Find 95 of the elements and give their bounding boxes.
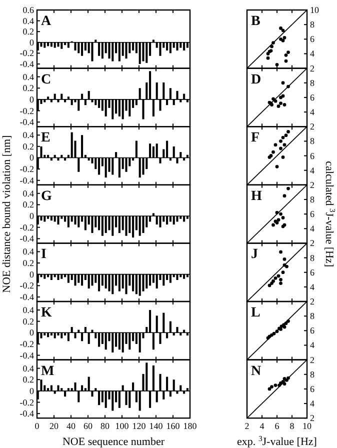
y-tick-label: 4 — [310, 282, 315, 292]
y-tick-label: 4 — [310, 224, 315, 234]
x-tick-label: 20 — [50, 421, 59, 432]
y-tick-label: 0.4 — [22, 304, 34, 315]
y-tick-label: 8 — [310, 311, 315, 322]
y-tick-label: 0.4 — [22, 188, 34, 198]
chart-title: J — [251, 247, 258, 262]
y-tick-label: 6 — [310, 384, 315, 394]
y-tick-label: 0 — [30, 328, 34, 338]
x-axis-title: exp. $^{3}$J-value [Hz] — [237, 434, 317, 448]
y-tick-label: 6 — [310, 209, 315, 220]
x-tick-label: 80 — [100, 421, 110, 432]
chart-title: A — [41, 14, 52, 29]
y-tick-label: 0.4 — [22, 16, 34, 26]
y-tick-label: -0.4 — [20, 408, 34, 419]
chart-title: C — [41, 72, 52, 88]
chart-title: L — [251, 306, 260, 320]
y-tick-label: -0.4 — [20, 234, 34, 244]
y-tick-label: 10 — [310, 5, 320, 15]
y-tick-label: 4 — [310, 165, 315, 176]
y-tick-label: 0 — [30, 386, 34, 396]
x-tick-label: 4 — [260, 421, 265, 432]
y-tick-label: 4 — [310, 340, 315, 350]
y-tick-label: 0.2 — [22, 141, 34, 152]
y-tick-label: 0 — [30, 94, 34, 104]
y-tick-label: 6 — [310, 150, 315, 161]
y-tick-label: 2 — [310, 122, 314, 132]
y-tick-label: 0.4 — [22, 363, 34, 374]
y-tick-label: 0.6 — [22, 5, 34, 15]
y-tick-label: -0.4 — [20, 58, 34, 69]
y-tick-label: 8 — [310, 252, 315, 263]
y-tick-label: 8 — [310, 369, 315, 380]
y-tick-label: 4 — [310, 48, 315, 59]
y-tick-label: 0.2 — [22, 26, 34, 37]
y-tick-label: -0.2 — [20, 106, 34, 116]
y-tick-label: -0.2 — [20, 397, 34, 408]
chart-title: F — [251, 130, 260, 146]
x-tick-label: 140 — [149, 421, 164, 432]
y-tick-label: 2 — [310, 354, 314, 365]
x-tick-label: 60 — [84, 421, 93, 432]
x-tick-label: 120 — [132, 421, 146, 432]
y-tick-label: 2 — [310, 413, 314, 424]
y-tick-label: 0.2 — [22, 258, 34, 268]
x-axis-title: NOE sequence number — [62, 436, 165, 448]
chart-title: I — [41, 247, 46, 262]
chart-title: H — [251, 188, 262, 204]
y-tick-label: -0.4 — [20, 350, 34, 360]
y-tick-label: 0.2 — [22, 200, 34, 210]
y-tick-label: 8 — [310, 78, 315, 88]
y-tick-label: -0.2 — [20, 164, 34, 174]
y-tick-label: -0.2 — [20, 222, 34, 232]
y-tick-label: 6 — [310, 34, 315, 44]
y-tick-label: 0.2 — [22, 374, 34, 385]
y-tick-label: 4 — [310, 398, 315, 409]
x-tick-label: 2 — [244, 421, 250, 432]
y-tick-label: 8 — [310, 136, 315, 146]
x-tick-label: 6 — [274, 421, 280, 432]
y-tick-label: 2 — [310, 296, 314, 306]
y-tick-label: -0.4 — [20, 117, 34, 128]
y-tick-label: -0.2 — [20, 280, 34, 291]
chart-title: N — [251, 364, 262, 379]
y-tick-label: 2 — [310, 180, 314, 190]
y-axis-title: NOE distance bound violation [nm] — [1, 135, 13, 293]
y-tick-label: -0.2 — [20, 338, 34, 349]
y-tick-label: 0 — [30, 269, 34, 280]
y-tick-label: 0.4 — [22, 246, 34, 257]
y-tick-label: -0.2 — [20, 48, 34, 58]
x-tick-label: 180 — [183, 421, 198, 432]
y-tick-label: 6 — [310, 267, 315, 278]
x-tick-label: 160 — [166, 421, 180, 432]
x-tick-label: 100 — [115, 421, 130, 432]
chart-title: B — [251, 14, 260, 29]
y-tick-label: 4 — [310, 107, 315, 118]
chart-title: D — [251, 72, 262, 88]
y-tick-label: 0.4 — [22, 130, 34, 140]
y-tick-label: 0 — [30, 152, 34, 163]
y-tick-label: 6 — [310, 92, 315, 102]
chart-title: M — [41, 364, 54, 379]
y-tick-label: -0.4 — [20, 292, 34, 302]
y-tick-label: 0 — [30, 37, 34, 48]
y-tick-label: 2 — [310, 63, 314, 74]
y-tick-label: 8 — [310, 194, 315, 204]
chart-title: K — [41, 306, 52, 320]
y-tick-label: 2 — [310, 238, 314, 248]
y-tick-label: 0.4 — [22, 72, 34, 82]
y-tick-label: 0 — [30, 211, 34, 222]
chart-title: G — [41, 188, 52, 204]
y-tick-label: 0.2 — [22, 316, 34, 326]
chart-title: E — [41, 130, 50, 146]
x-tick-label: 8 — [290, 421, 295, 432]
y-tick-label: -0.4 — [20, 175, 34, 186]
y-tick-label: 8 — [310, 20, 315, 30]
y-tick-label: 6 — [310, 326, 315, 336]
x-tick-label: 40 — [66, 421, 76, 432]
y-tick-label: 0.2 — [22, 83, 34, 94]
